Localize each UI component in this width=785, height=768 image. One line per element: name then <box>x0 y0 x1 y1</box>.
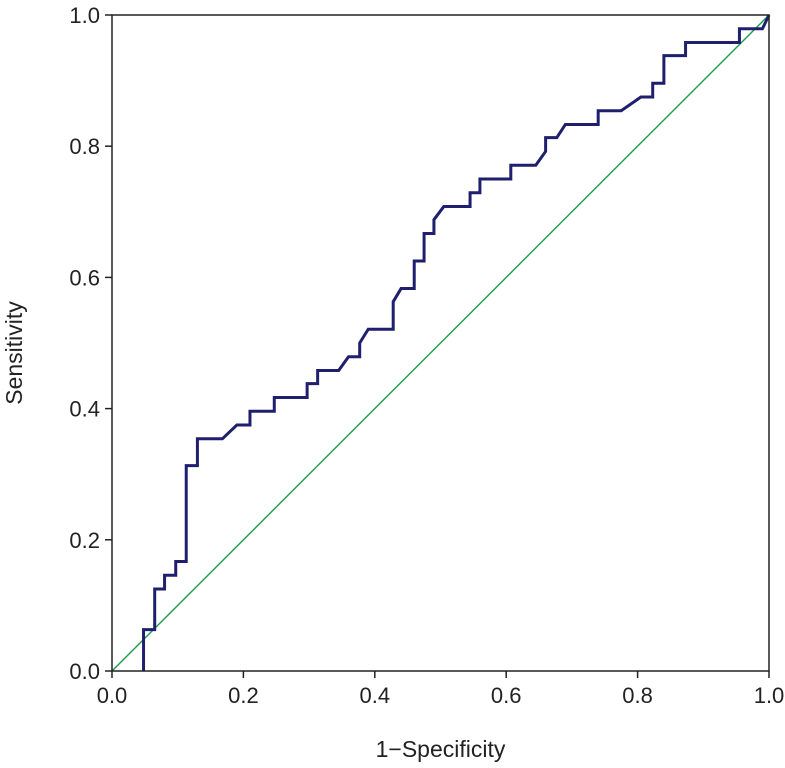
plot-frame <box>111 14 770 672</box>
x-tick-label: 0.0 <box>97 683 128 708</box>
plot-border <box>111 14 770 672</box>
x-tick-label: 0.6 <box>491 683 522 708</box>
y-tick-label: 0.8 <box>69 134 100 159</box>
y-tick-label: 0.4 <box>69 397 100 422</box>
y-tick-label: 0.2 <box>69 528 100 553</box>
y-axis-label: Sensitivity <box>1 301 27 405</box>
x-tick-label: 0.2 <box>228 683 259 708</box>
roc-curve-line <box>142 14 771 671</box>
y-tick-label: 1.0 <box>69 3 100 28</box>
reference-line-layer <box>111 14 770 672</box>
x-tick-label: 0.4 <box>360 683 391 708</box>
x-tick-label: 1.0 <box>754 683 785 708</box>
y-tick-label: 0.0 <box>69 659 100 684</box>
reference-diagonal-line <box>111 14 770 672</box>
x-axis-label: 1−Specificity <box>376 736 506 762</box>
x-axis-ticks: 0.0 0.2 0.4 0.6 0.8 1.0 <box>97 671 785 708</box>
roc-curve-layer <box>142 14 771 671</box>
y-tick-label: 0.6 <box>69 265 100 290</box>
y-axis-ticks: 0.0 0.2 0.4 0.6 0.8 1.0 <box>69 3 112 684</box>
x-tick-label: 0.8 <box>622 683 653 708</box>
